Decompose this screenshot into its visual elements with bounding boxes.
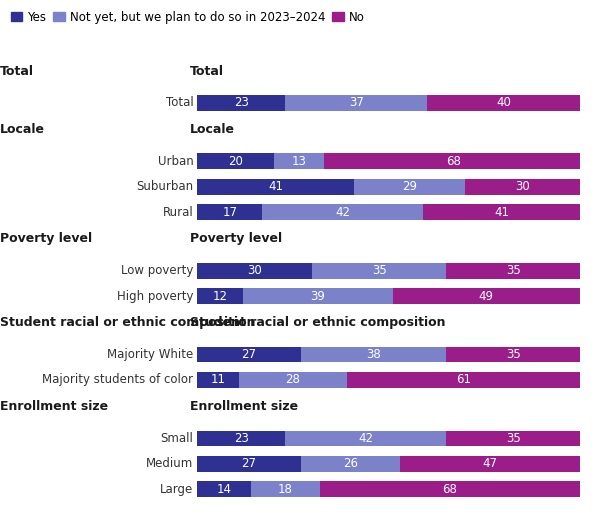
Bar [251,482,320,497]
Text: 14: 14 [216,483,231,496]
Bar [465,179,580,194]
Text: Low poverty: Low poverty [121,264,193,277]
Text: Suburban: Suburban [136,180,193,193]
Bar [423,204,580,220]
Bar [274,153,324,169]
Bar [446,263,580,279]
Text: 30: 30 [248,264,262,277]
Text: 29: 29 [402,180,417,193]
Text: 23: 23 [234,96,249,109]
Text: Urban: Urban [158,155,193,168]
Text: Locale: Locale [0,123,45,136]
Text: Enrollment size: Enrollment size [190,400,298,413]
Bar [197,482,251,497]
Bar [354,179,465,194]
Bar [446,431,580,446]
Bar [446,347,580,362]
Bar [197,372,239,388]
Text: 49: 49 [479,290,494,303]
Bar [197,153,274,169]
Text: 61: 61 [456,373,471,386]
Text: 30: 30 [515,180,530,193]
Text: 18: 18 [278,483,293,496]
Bar [392,288,580,304]
Text: Majority White: Majority White [107,348,193,361]
Text: Small: Small [160,432,193,445]
Text: 40: 40 [496,96,511,109]
Text: Large: Large [160,483,193,496]
Bar [197,456,301,472]
Text: 17: 17 [222,205,237,218]
Text: Student racial or ethnic composition: Student racial or ethnic composition [0,316,255,329]
Text: Poverty level: Poverty level [0,232,92,245]
Text: Total: Total [0,64,34,77]
Bar [197,288,243,304]
Text: Locale: Locale [190,123,234,136]
Bar [197,179,354,194]
Text: 41: 41 [494,205,509,218]
Bar [301,456,400,472]
Bar [197,263,312,279]
Bar [427,95,580,111]
Text: 27: 27 [242,348,257,361]
Text: 39: 39 [310,290,325,303]
Text: 35: 35 [506,264,520,277]
Bar [324,153,584,169]
Text: 35: 35 [372,264,386,277]
Legend: Yes, Not yet, but we plan to do so in 2023–2024, No: Yes, Not yet, but we plan to do so in 20… [6,6,370,29]
Text: 37: 37 [349,96,364,109]
Text: 13: 13 [291,155,306,168]
Text: Poverty level: Poverty level [190,232,282,245]
Text: 68: 68 [443,483,457,496]
Bar [197,204,263,220]
Bar [197,95,285,111]
Bar [243,288,392,304]
Text: Rural: Rural [163,205,193,218]
Text: 27: 27 [242,458,257,470]
Text: 12: 12 [213,290,228,303]
Bar [320,482,580,497]
Bar [263,204,423,220]
Bar [239,372,347,388]
Text: 28: 28 [286,373,300,386]
Text: 42: 42 [358,432,373,445]
Text: 23: 23 [234,432,249,445]
Text: 47: 47 [483,458,498,470]
Bar [285,431,446,446]
Text: Majority students of color: Majority students of color [42,373,193,386]
Text: 38: 38 [366,348,381,361]
Bar [347,372,580,388]
Text: 35: 35 [506,348,520,361]
Text: Student racial or ethnic composition: Student racial or ethnic composition [190,316,445,329]
Text: High poverty: High poverty [117,290,193,303]
Text: Total: Total [166,96,193,109]
Text: Total: Total [190,64,224,77]
Text: 42: 42 [335,205,350,218]
Bar [301,347,446,362]
Text: 68: 68 [446,155,461,168]
Text: 20: 20 [228,155,243,168]
Text: 41: 41 [269,180,283,193]
Text: 11: 11 [211,373,226,386]
Text: 26: 26 [343,458,358,470]
Text: Medium: Medium [146,458,193,470]
Bar [400,456,580,472]
Bar [312,263,446,279]
Bar [197,347,301,362]
Bar [197,431,285,446]
Text: Enrollment size: Enrollment size [0,400,108,413]
Bar [285,95,427,111]
Text: 35: 35 [506,432,520,445]
